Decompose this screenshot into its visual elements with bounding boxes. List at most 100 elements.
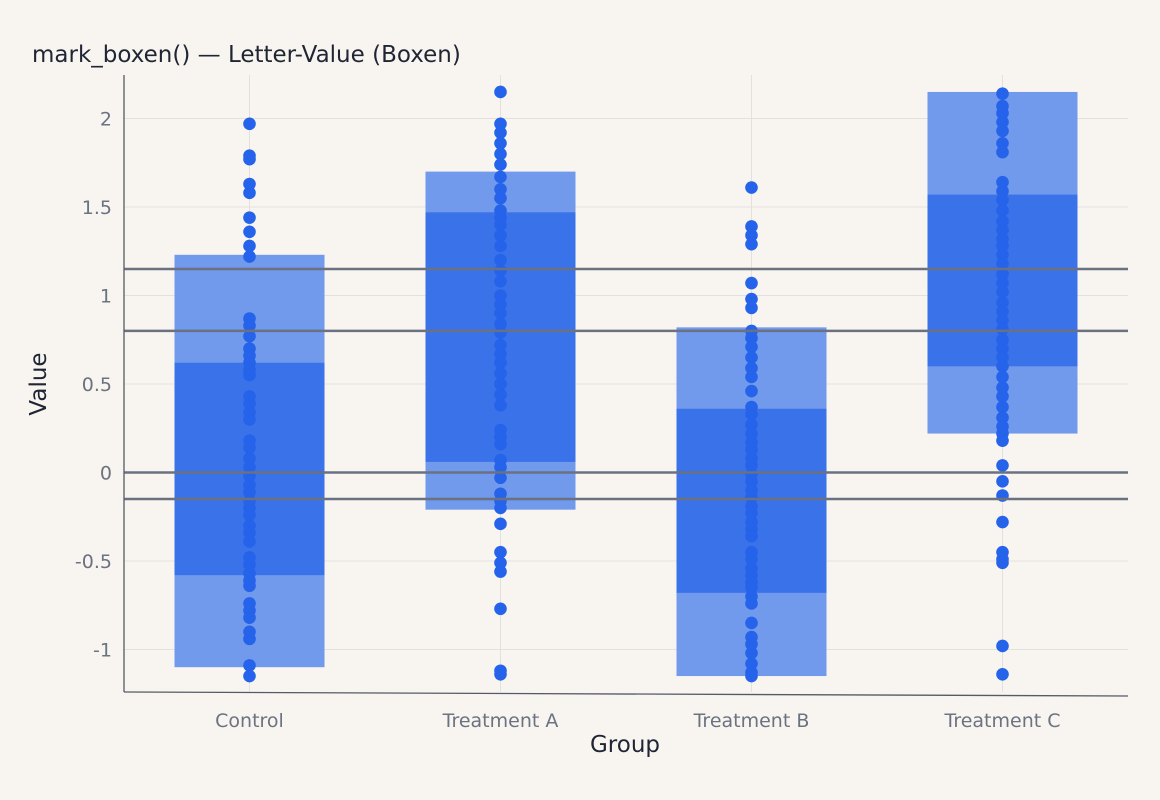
- y-tick-label: 1.5: [82, 197, 112, 219]
- data-point: [243, 117, 256, 131]
- data-point: [494, 501, 507, 515]
- data-point: [243, 452, 256, 465]
- data-point: [243, 250, 256, 263]
- x-axis-line: [123, 691, 1129, 697]
- data-point: [745, 181, 758, 194]
- data-point: [494, 556, 507, 570]
- data-point: [996, 285, 1009, 299]
- data-point: [494, 398, 507, 412]
- data-point: [996, 381, 1009, 394]
- data-point: [494, 253, 507, 267]
- data-point: [745, 301, 758, 315]
- data-point: [745, 597, 758, 610]
- data-point: [494, 218, 507, 231]
- data-point: [243, 319, 256, 332]
- points: [243, 85, 1009, 683]
- data-point: [494, 347, 507, 361]
- y-axis-label: Value: [26, 352, 52, 415]
- data-point: [243, 669, 256, 683]
- data-point: [243, 397, 256, 410]
- data-point: [494, 183, 507, 196]
- data-point: [745, 292, 758, 306]
- data-point: [745, 370, 758, 384]
- data-point: [996, 276, 1009, 290]
- data-point: [243, 558, 256, 571]
- x-axis-label: Group: [590, 732, 660, 758]
- data-point: [745, 443, 758, 456]
- data-point: [745, 459, 758, 472]
- data-point: [996, 459, 1009, 472]
- data-point: [494, 85, 507, 99]
- data-point: [243, 632, 256, 646]
- y-ticks: -1 -0.5 0 0.5 1 1.5 2: [75, 109, 112, 662]
- data-point: [996, 411, 1009, 424]
- data-point: [996, 333, 1009, 347]
- data-point: [243, 460, 256, 474]
- data-point: [494, 158, 507, 171]
- data-point: [996, 223, 1009, 237]
- data-point: [996, 248, 1009, 262]
- data-point: [996, 214, 1009, 228]
- data-point: [494, 239, 507, 253]
- data-point: [996, 390, 1009, 403]
- data-point: [494, 275, 507, 288]
- data-point: [494, 264, 507, 278]
- data-point: [996, 313, 1009, 327]
- y-tick-label: 0.5: [82, 374, 112, 396]
- data-point: [996, 667, 1009, 681]
- y-tick-label: -0.5: [75, 551, 112, 573]
- data-point: [494, 298, 507, 311]
- data-point: [745, 646, 758, 660]
- data-point: [996, 184, 1009, 198]
- data-point: [494, 517, 507, 531]
- x-tick-label: Treatment B: [693, 710, 810, 732]
- data-point: [494, 437, 507, 451]
- data-point: [996, 305, 1009, 318]
- data-point: [243, 441, 256, 455]
- data-point: [494, 170, 507, 184]
- data-point: [996, 475, 1009, 488]
- data-point: [494, 356, 507, 370]
- data-point: [243, 186, 256, 200]
- x-tick-label: Treatment C: [944, 710, 1061, 732]
- data-point: [243, 239, 256, 253]
- data-point: [745, 237, 758, 251]
- data-point: [745, 552, 758, 566]
- y-tick-label: 1: [100, 286, 112, 308]
- data-point: [494, 565, 507, 578]
- data-point: [996, 257, 1009, 270]
- data-point: [494, 367, 507, 380]
- data-point: [745, 657, 758, 670]
- data-point: [745, 331, 758, 345]
- data-point: [494, 289, 507, 302]
- data-point: [494, 229, 507, 242]
- data-point: [745, 384, 758, 398]
- data-point: [996, 193, 1009, 207]
- data-point: [494, 126, 507, 139]
- y-tick-label: 0: [100, 463, 112, 485]
- data-point: [243, 535, 256, 548]
- data-point: [745, 418, 758, 432]
- data-point: [494, 136, 507, 150]
- data-point: [996, 434, 1009, 447]
- data-point: [996, 342, 1009, 355]
- data-point: [494, 545, 507, 559]
- x-tick-label: Treatment A: [442, 710, 559, 732]
- data-point: [745, 229, 758, 242]
- data-point: [996, 136, 1009, 150]
- data-point: [745, 361, 758, 375]
- data-point: [745, 276, 758, 290]
- x-tick-label: Control: [215, 710, 284, 732]
- data-point: [745, 407, 758, 421]
- data-point: [996, 145, 1009, 159]
- data-point: [996, 360, 1009, 373]
- data-point: [745, 490, 758, 504]
- data-point: [996, 351, 1009, 364]
- y-tick-label: 2: [100, 109, 112, 131]
- data-point: [996, 639, 1009, 653]
- data-point: [243, 152, 256, 166]
- data-point: [243, 526, 256, 539]
- data-point: [243, 225, 256, 239]
- x-ticks: Control Treatment A Treatment B Treatment C: [215, 710, 1060, 732]
